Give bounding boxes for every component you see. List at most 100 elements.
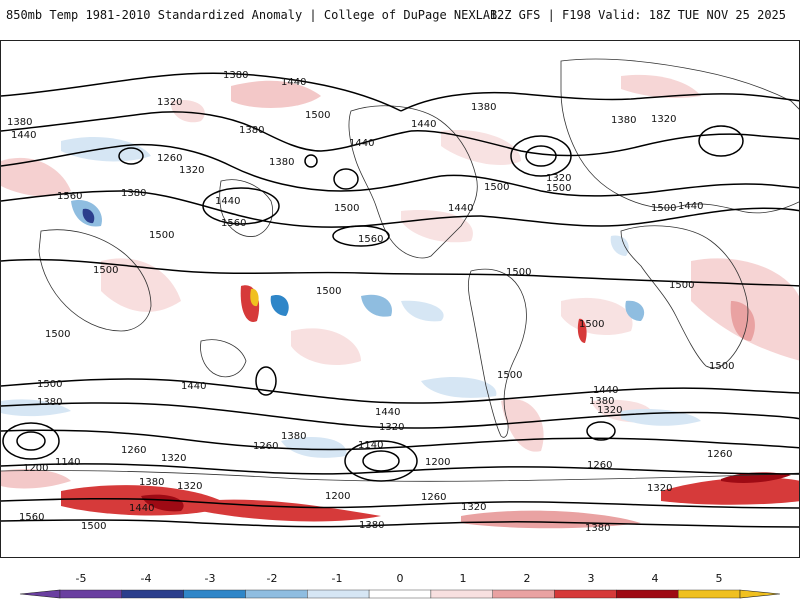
scale-tick: 4	[652, 572, 659, 585]
contour-label: 1380	[121, 188, 146, 199]
contour-label: 1380	[611, 115, 636, 126]
contour-label: 1500	[45, 329, 70, 340]
contour-label: 1380	[471, 102, 496, 113]
contour-label: 1260	[157, 153, 182, 164]
scale-segment	[59, 589, 123, 599]
contour-label: 1320	[546, 173, 571, 184]
contour-label: 1560	[57, 191, 82, 202]
contour-label: 1200	[325, 491, 350, 502]
scale-tick: 1	[460, 572, 467, 585]
contour-label: 1380	[281, 431, 306, 442]
scale-end-high	[739, 589, 781, 599]
contour-label: 1560	[221, 218, 246, 229]
cold-anomaly-shading	[1, 136, 701, 458]
warm-anomaly-shading	[1, 74, 799, 529]
scale-segment	[554, 589, 617, 599]
contour-label: 1440	[448, 203, 473, 214]
contour-label: 1500	[506, 267, 531, 278]
color-scale: -5 -4 -3 -2 -1 0 1 2 3 4 5	[0, 570, 800, 600]
scale-segment	[245, 589, 308, 599]
contour-label: 1500	[669, 280, 694, 291]
contour-label: 1440	[129, 503, 154, 514]
scale-segment	[368, 589, 432, 599]
map-canvas: 1380 1440 1320 1380 1500 1440 1380 1380 …	[1, 58, 799, 534]
contour-label: 1260	[253, 441, 278, 452]
contour-label: 1380	[7, 117, 32, 128]
scale-tick: 5	[716, 572, 723, 585]
contour-label: 1380	[269, 157, 294, 168]
contour-label: 1380	[359, 520, 384, 531]
contour-label: 1500	[81, 521, 106, 532]
contour-label: 1500	[93, 265, 118, 276]
scale-tick: -3	[205, 572, 216, 585]
contour-label: 1500	[484, 182, 509, 193]
contour-label: 1500	[305, 110, 330, 121]
contour-label: 1380	[37, 397, 62, 408]
header: 850mb Temp 1981-2010 Standardized Anomal…	[0, 0, 800, 32]
contour-label: 1140	[55, 457, 80, 468]
scale-segment	[183, 589, 246, 599]
contour-label: 1440	[215, 196, 240, 207]
contour-label: 1440	[411, 119, 436, 130]
contour-label: 1500	[37, 379, 62, 390]
contour-label: 1560	[358, 234, 383, 245]
contour-label: 1380	[223, 70, 248, 81]
contour-label: 1260	[121, 445, 146, 456]
model-run-info: 12Z GFS | F198 Valid: 18Z TUE NOV 25 202…	[489, 8, 786, 22]
contour-label: 1500	[149, 230, 174, 241]
contour-label: 1380	[239, 125, 264, 136]
contour-label: 1500	[497, 370, 522, 381]
contour-label: 1260	[587, 460, 612, 471]
contour-label: 1260	[421, 492, 446, 503]
contour-label: 1500	[546, 183, 571, 194]
contour-label: 1500	[334, 203, 359, 214]
contour-label: 1200	[23, 463, 48, 474]
contour-label: 1440	[181, 381, 206, 392]
color-scale-svg: -5 -4 -3 -2 -1 0 1 2 3 4 5	[19, 572, 781, 599]
contour-label: 1320	[161, 453, 186, 464]
contour-label: 1440	[678, 201, 703, 212]
scale-segment	[492, 589, 555, 599]
contour-label: 1500	[579, 319, 604, 330]
scale-segment	[430, 589, 493, 599]
contour-label: 1560	[19, 512, 44, 523]
contour-label: 1440	[375, 407, 400, 418]
contour-label: 1380	[139, 477, 164, 488]
height-contours	[1, 72, 799, 528]
scale-segment	[121, 589, 184, 599]
contour-label: 1320	[379, 422, 404, 433]
contour-label: 1320	[597, 405, 622, 416]
scale-tick: -5	[76, 572, 87, 585]
contour-label: 1440	[11, 130, 36, 141]
contour-label: 1200	[425, 457, 450, 468]
color-scale-segments	[19, 589, 781, 599]
scale-segment	[677, 589, 741, 599]
contour-label: 1440	[593, 385, 618, 396]
scale-tick: -1	[332, 572, 343, 585]
scale-segment	[616, 589, 679, 599]
contour-label: 1380	[585, 523, 610, 534]
scale-tick: 0	[397, 572, 404, 585]
scale-end-low	[19, 589, 61, 599]
contour-label: 1500	[709, 361, 734, 372]
scale-tick: -4	[141, 572, 152, 585]
contour-label: 1380	[589, 396, 614, 407]
color-scale-ticks: -5 -4 -3 -2 -1 0 1 2 3 4 5	[76, 572, 723, 585]
contour-labels: 1380 1440 1320 1380 1500 1440 1380 1380 …	[7, 70, 734, 534]
contour-label: 1440	[349, 138, 374, 149]
contour-label: 1500	[651, 203, 676, 214]
contour-label: 1500	[316, 286, 341, 297]
scale-segment	[307, 589, 370, 599]
contour-label: 1320	[177, 481, 202, 492]
contour-label: 1320	[179, 165, 204, 176]
scale-tick: 3	[588, 572, 595, 585]
scale-tick: 2	[524, 572, 531, 585]
contour-label: 1320	[647, 483, 672, 494]
contour-label: 1320	[651, 114, 676, 125]
map-title: 850mb Temp 1981-2010 Standardized Anomal…	[6, 8, 498, 22]
contour-label: 1320	[461, 502, 486, 513]
contour-label: 1320	[157, 97, 182, 108]
scale-tick: -2	[267, 572, 278, 585]
contour-label: 1440	[281, 77, 306, 88]
contour-label: 1140	[358, 440, 383, 451]
